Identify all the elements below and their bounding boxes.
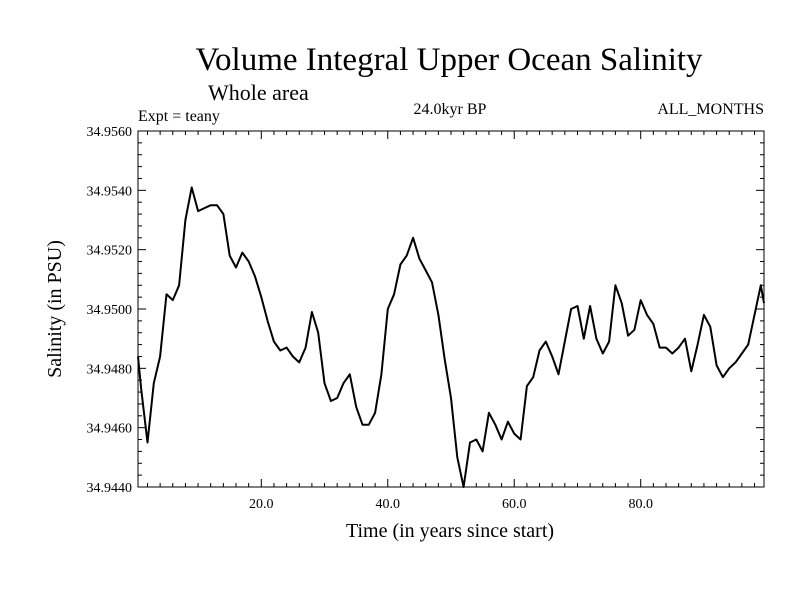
x-tick-label: 60.0 <box>502 497 527 512</box>
x-tick-label: 20.0 <box>249 497 274 512</box>
y-tick-label: 34.9520 <box>87 244 133 259</box>
y-tick-label: 34.9460 <box>87 422 133 437</box>
y-tick-label: 34.9500 <box>87 303 133 318</box>
x-tick-label: 40.0 <box>376 497 401 512</box>
y-tick-label: 34.9480 <box>87 362 133 377</box>
y-tick-label: 34.9540 <box>87 184 133 199</box>
x-axis-label: Time (in years since start) <box>346 520 554 542</box>
months-label: ALL_MONTHS <box>657 101 764 118</box>
expt-label: Expt = teany <box>138 108 220 125</box>
chart-subtitle: Whole area <box>208 80 309 105</box>
y-axis-label: Salinity (in PSU) <box>44 240 66 378</box>
chart-title: Volume Integral Upper Ocean Salinity <box>195 42 703 78</box>
x-axis: 20.0 40.0 60.0 80.0 <box>146 131 756 512</box>
y-tick-label: 34.9560 <box>87 125 133 140</box>
y-axis: 34.9440 34.9460 34.9480 34.9500 34.9520 34.95… <box>87 125 764 496</box>
series-line-salinity <box>137 186 765 488</box>
x-tick-label: 80.0 <box>628 497 653 512</box>
period-label: 24.0kyr BP <box>414 101 487 118</box>
y-tick-label: 34.9440 <box>87 481 133 496</box>
